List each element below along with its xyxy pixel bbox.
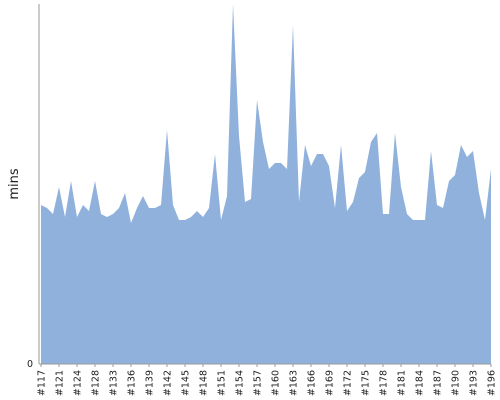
x-tick-label: #193 xyxy=(469,370,480,396)
area-layer xyxy=(41,4,491,364)
x-tick-label: #157 xyxy=(253,370,264,396)
x-tick-label: #117 xyxy=(37,370,48,396)
y-tick-label: 0 xyxy=(27,359,33,370)
x-tick-label: #142 xyxy=(163,370,174,396)
y-axis-label: mins xyxy=(7,168,22,200)
x-tick-label: #145 xyxy=(181,370,192,396)
x-tick-label: #128 xyxy=(91,370,102,396)
x-tick-label: #196 xyxy=(487,370,498,396)
x-tick-label: #154 xyxy=(235,370,246,396)
x-tick-label: #124 xyxy=(73,370,84,396)
x-tick-label: #184 xyxy=(415,370,426,396)
x-tick-label: #190 xyxy=(451,370,462,396)
x-tick-label: #133 xyxy=(109,370,120,396)
x-tick-label: #181 xyxy=(397,370,408,396)
x-tick-label: #136 xyxy=(127,370,138,396)
x-tick-label: #175 xyxy=(361,370,372,396)
x-tick-label: #163 xyxy=(289,370,300,396)
y-tick-layer: 0 xyxy=(27,359,33,370)
x-tick-label: #151 xyxy=(217,370,228,396)
x-tick-label: #121 xyxy=(55,370,66,396)
x-tick-label: #160 xyxy=(271,370,282,396)
x-tick-label: #148 xyxy=(199,370,210,396)
x-tick-label: #169 xyxy=(325,370,336,396)
x-tick-label: #187 xyxy=(433,370,444,396)
x-tick-layer: #117 #121 #124 #128 #133 #136 #139 #142 #145 #148… xyxy=(37,364,498,396)
series-area xyxy=(41,4,491,364)
x-tick-label: #178 xyxy=(379,370,390,396)
x-tick-label: #166 xyxy=(307,370,318,396)
x-tick-label: #139 xyxy=(145,370,156,396)
x-tick-label: #172 xyxy=(343,370,354,396)
